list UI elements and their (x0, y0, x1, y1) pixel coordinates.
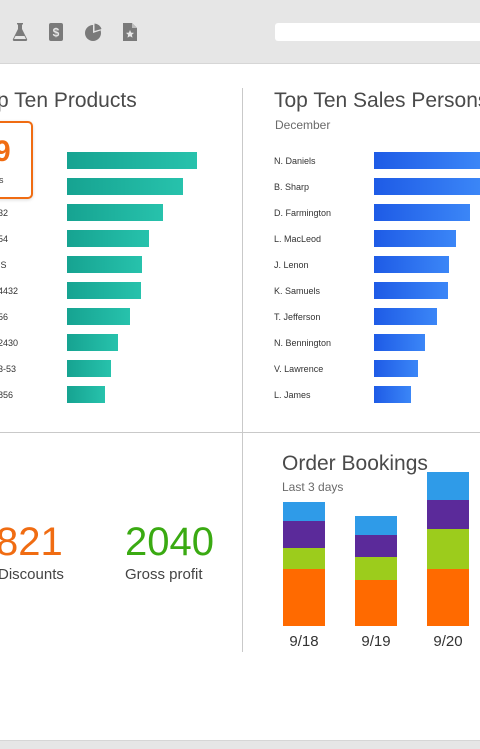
flask-icon[interactable] (11, 22, 29, 42)
bar-label: 56 (0, 312, 9, 322)
bar[interactable] (374, 282, 448, 299)
bar[interactable] (374, 334, 425, 351)
stacked-bar-segment[interactable] (355, 556, 397, 581)
callout-number: 9 (0, 137, 11, 167)
bar[interactable] (67, 204, 163, 221)
bar[interactable] (67, 360, 111, 377)
divider-horizontal (0, 432, 480, 433)
chart-subtitle: Last 3 days (282, 480, 344, 494)
bar-label: 54 (0, 234, 9, 244)
bar[interactable] (67, 334, 118, 351)
toolbar: $ (0, 0, 480, 64)
bottom-frame (0, 740, 480, 749)
bar-label: 2430 (0, 338, 19, 348)
bar[interactable] (67, 178, 183, 195)
bar[interactable] (67, 256, 142, 273)
bar[interactable] (374, 230, 456, 247)
stacked-bar-segment[interactable] (283, 547, 325, 569)
bar[interactable] (67, 386, 105, 403)
bar[interactable] (374, 386, 411, 403)
stacked-bar-segment[interactable] (427, 499, 469, 530)
pie-chart-icon[interactable] (84, 22, 102, 42)
bar-label: IS (0, 260, 7, 270)
bar-label: L. James (274, 390, 311, 400)
chart-title: Order Bookings (282, 452, 428, 475)
bar-label: J. Lenon (274, 260, 309, 270)
bar[interactable] (67, 282, 141, 299)
stacked-bar-segment[interactable] (283, 502, 325, 521)
panel-title: Top Ten Sales Persons (274, 89, 480, 112)
bar-label: T. Jefferson (274, 312, 321, 322)
search-input[interactable] (275, 23, 480, 41)
stacked-bar-segment[interactable] (355, 535, 397, 557)
stacked-bar-segment[interactable] (427, 472, 469, 500)
x-axis-label: 9/20 (433, 633, 463, 650)
kpi-discounts-value: 821 (0, 520, 63, 564)
x-axis-label: 9/19 (361, 633, 391, 650)
kpi-gross-profit-value: 2040 (125, 520, 214, 564)
bar-label: 856 (0, 390, 14, 400)
highlight-callout[interactable]: 9 rs (0, 121, 33, 199)
bar-label: 3-53 (0, 364, 17, 374)
bar[interactable] (374, 256, 449, 273)
x-axis-label: 9/18 (289, 633, 319, 650)
bar-label: B. Sharp (274, 182, 310, 192)
bar-label: 32 (0, 208, 9, 218)
panel-subtitle: December (275, 118, 331, 132)
bar-label: N. Bennington (274, 338, 332, 348)
kpi-discounts-label: Discounts (0, 566, 64, 583)
bar[interactable] (67, 308, 130, 325)
bar[interactable] (67, 152, 197, 169)
bar[interactable] (374, 152, 480, 169)
bar-label: V. Lawrence (274, 364, 324, 374)
bar[interactable] (67, 230, 149, 247)
bar-label: L. MacLeod (274, 234, 322, 244)
stacked-bar-segment[interactable] (355, 515, 397, 536)
stacked-bar-segment[interactable] (427, 529, 469, 569)
bar-label: D. Farmington (274, 208, 332, 218)
bar-label: 4432 (0, 286, 19, 296)
bar[interactable] (374, 360, 418, 377)
divider-vertical-bottom (242, 433, 243, 652)
stacked-bar-segment[interactable] (283, 568, 325, 626)
star-document-icon[interactable] (121, 22, 139, 42)
stacked-bar-segment[interactable] (427, 568, 469, 626)
panel-title: p Ten Products (0, 89, 137, 112)
stacked-bar-segment[interactable] (283, 520, 325, 548)
callout-label: rs (0, 175, 4, 185)
bar[interactable] (374, 308, 437, 325)
kpi-gross-profit-label: Gross profit (125, 566, 203, 583)
bar-label: N. Daniels (274, 156, 316, 166)
bar[interactable] (374, 178, 480, 195)
stacked-bar-segment[interactable] (355, 580, 397, 626)
bar[interactable] (374, 204, 470, 221)
svg-text:$: $ (53, 26, 60, 40)
bar-label: K. Samuels (274, 286, 321, 296)
divider-vertical-top (242, 88, 243, 432)
dollar-document-icon[interactable]: $ (47, 22, 65, 42)
